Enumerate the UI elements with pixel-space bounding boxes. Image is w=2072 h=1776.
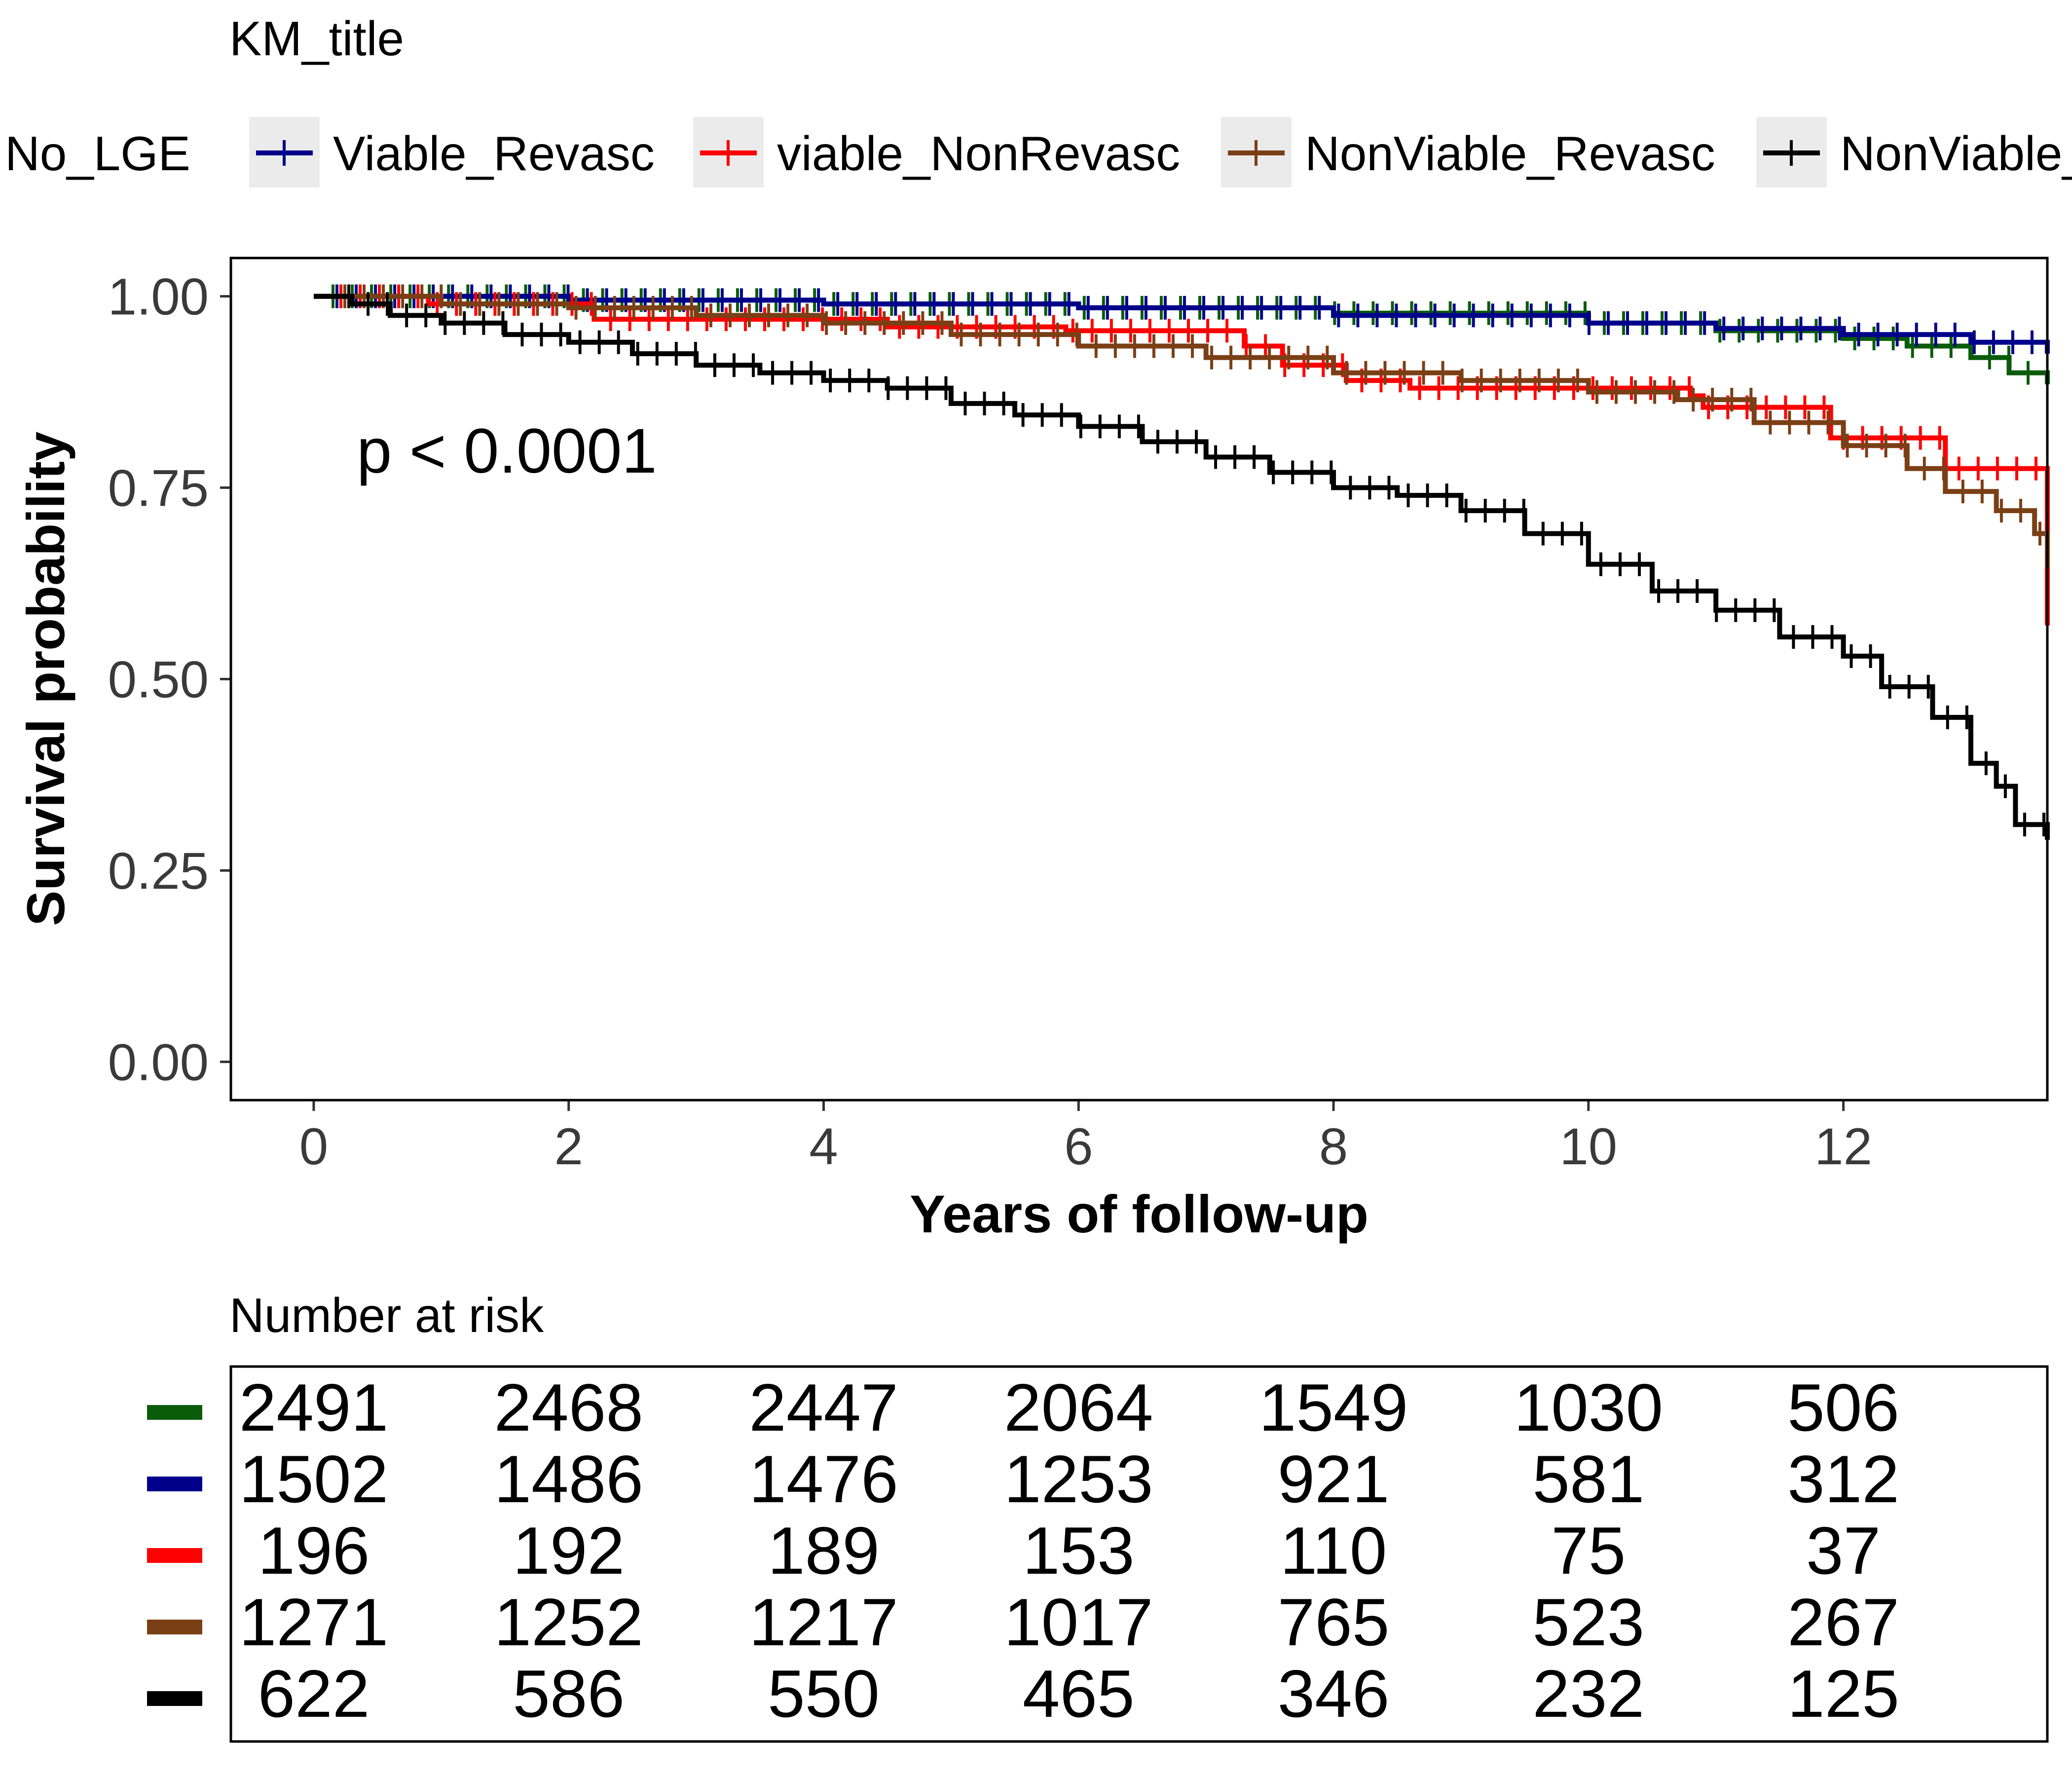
risk-count: 37 [1806, 1513, 1881, 1588]
risk-count: 2064 [1004, 1370, 1153, 1445]
legend-label: No_LGE [5, 126, 190, 181]
risk-count: 196 [258, 1513, 370, 1588]
x-tick-label: 10 [1559, 1118, 1617, 1176]
legend-label: Viable_Revasc [333, 126, 655, 181]
y-tick-label: 1.00 [108, 268, 209, 326]
y-tick-label: 0.00 [108, 1034, 209, 1091]
risk-count: 465 [1023, 1656, 1135, 1731]
risk-count: 586 [513, 1656, 625, 1731]
series-layer [313, 284, 2050, 840]
series-line-nonviable-nonrevasc [313, 294, 2050, 840]
risk-count: 1252 [494, 1585, 643, 1660]
legend-item: Viable_Revasc [249, 117, 655, 187]
legend-label: NonViable_NonRevasc [1840, 126, 2072, 181]
risk-count: 2468 [494, 1370, 643, 1445]
risk-count: 1253 [1004, 1442, 1153, 1517]
risk-count: 312 [1787, 1442, 1899, 1517]
x-tick-label: 6 [1064, 1118, 1093, 1176]
risk-row-color-key [147, 1691, 202, 1706]
y-tick-label: 0.25 [108, 842, 209, 900]
risk-count: 1271 [239, 1585, 389, 1660]
y-axis-title: Survival probability [16, 432, 75, 926]
risk-count: 506 [1787, 1370, 1899, 1445]
risk-count: 75 [1551, 1513, 1626, 1588]
y-tick-label: 0.75 [108, 460, 209, 518]
risk-table-row: 1502 1486 1476 1253 921 581 312 [147, 1442, 1899, 1517]
risk-count: 189 [768, 1513, 880, 1588]
risk-table-row: 196 192 189 153 110 75 37 [147, 1513, 1881, 1588]
risk-count: 267 [1787, 1585, 1899, 1660]
risk-count: 765 [1278, 1585, 1390, 1660]
censor-marks [347, 284, 2045, 837]
legend-label: NonViable_Revasc [1305, 126, 1715, 181]
risk-count: 1017 [1004, 1585, 1153, 1660]
risk-count: 1502 [239, 1442, 389, 1517]
y-tick-label: 0.50 [108, 651, 209, 709]
legend: No_LGE Viable_Revasc viable_NonRevasc NonVi… [5, 117, 2072, 187]
plot-border [229, 257, 2049, 1102]
risk-count: 346 [1278, 1656, 1390, 1731]
x-tick-label: 12 [1814, 1118, 1872, 1176]
risk-row-color-key [147, 1620, 202, 1634]
risk-table-title: Number at risk [229, 1288, 544, 1342]
risk-count: 622 [258, 1656, 370, 1731]
legend-label: viable_NonRevasc [777, 126, 1180, 181]
risk-count: 550 [768, 1656, 880, 1731]
risk-row-color-key [147, 1477, 202, 1491]
risk-count: 581 [1532, 1442, 1644, 1517]
plot-panel: 0.00 0.25 0.50 0.75 1.00 0 2 4 6 8 10 12 p < 0.000… [108, 257, 2050, 1176]
risk-count: 2491 [239, 1370, 389, 1445]
risk-table-row: 2491 2468 2447 2064 1549 1030 506 [147, 1370, 1899, 1445]
x-tick-label: 4 [809, 1118, 838, 1176]
risk-count: 110 [1280, 1513, 1387, 1588]
y-axis: 0.00 0.25 0.50 0.75 1.00 [108, 268, 231, 1091]
risk-table-row: 622 586 550 465 346 232 125 [147, 1656, 1899, 1731]
legend-item: No_LGE [5, 126, 190, 181]
risk-count: 1030 [1514, 1370, 1664, 1445]
risk-count: 921 [1278, 1442, 1390, 1517]
risk-row-color-key [147, 1548, 202, 1563]
risk-count: 1217 [749, 1585, 898, 1660]
risk-count: 523 [1532, 1585, 1644, 1660]
x-axis-title: Years of follow-up [910, 1184, 1369, 1244]
risk-table-border [229, 1365, 2049, 1743]
risk-table-row: 1271 1252 1217 1017 765 523 267 [147, 1585, 1899, 1660]
risk-count: 1476 [749, 1442, 898, 1517]
x-axis: 0 2 4 6 8 10 12 [299, 1100, 1872, 1176]
legend-item: NonViable_NonRevasc [1756, 117, 2072, 187]
risk-count: 1486 [494, 1442, 643, 1517]
risk-count: 153 [1023, 1513, 1135, 1588]
risk-count: 2447 [749, 1370, 898, 1445]
risk-count: 232 [1532, 1656, 1644, 1731]
legend-item: viable_NonRevasc [693, 117, 1180, 187]
x-tick-label: 2 [555, 1118, 583, 1176]
risk-count: 192 [513, 1513, 625, 1588]
x-tick-label: 8 [1319, 1118, 1348, 1176]
legend-item: NonViable_Revasc [1221, 117, 1715, 187]
risk-count: 1549 [1259, 1370, 1408, 1445]
risk-count: 125 [1787, 1656, 1899, 1731]
censor-marks [343, 284, 2041, 546]
risk-row-color-key [147, 1405, 202, 1420]
p-value-annotation: p < 0.0001 [357, 416, 657, 486]
x-tick-label: 0 [299, 1118, 328, 1176]
chart-title: KM_title [229, 11, 404, 66]
